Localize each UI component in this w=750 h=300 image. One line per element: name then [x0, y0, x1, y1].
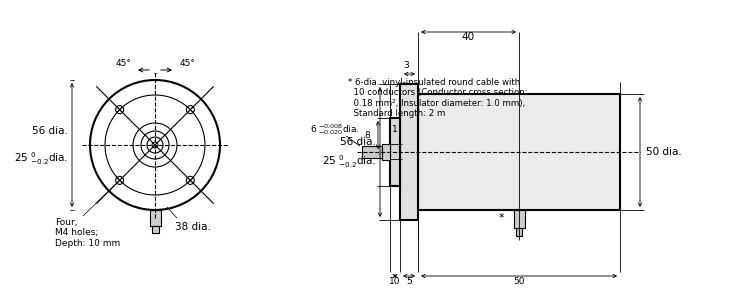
Text: 38 dia.: 38 dia. — [175, 222, 211, 232]
Text: 3: 3 — [403, 61, 409, 70]
Text: 50 dia.: 50 dia. — [646, 147, 682, 157]
Bar — [362, 146, 382, 158]
Text: 40: 40 — [462, 32, 475, 42]
Bar — [400, 84, 418, 220]
Text: 45°: 45° — [115, 59, 131, 68]
Text: 56 dia.: 56 dia. — [340, 137, 376, 147]
Bar — [149, 210, 160, 226]
Text: 6 $^{-0.008}_{-0.020}$dia.: 6 $^{-0.008}_{-0.020}$dia. — [310, 122, 360, 137]
Circle shape — [152, 142, 158, 148]
Text: 8: 8 — [364, 130, 370, 140]
Bar — [514, 210, 524, 228]
Text: 25 $^{0}_{-0.2}$dia.: 25 $^{0}_{-0.2}$dia. — [322, 154, 376, 170]
Text: 25 $^{0}_{-0.2}$dia.: 25 $^{0}_{-0.2}$dia. — [13, 151, 68, 167]
Text: 5: 5 — [406, 277, 412, 286]
Text: 45°: 45° — [179, 59, 195, 68]
Bar — [390, 118, 400, 186]
Bar — [382, 144, 390, 160]
Text: 10: 10 — [389, 277, 400, 286]
Text: 1: 1 — [392, 125, 398, 134]
Bar — [418, 94, 620, 210]
Text: *: * — [498, 213, 504, 223]
Bar — [152, 226, 158, 233]
Text: Four,
M4 holes;
Depth: 10 mm: Four, M4 holes; Depth: 10 mm — [55, 218, 120, 248]
Text: 56 dia.: 56 dia. — [32, 126, 68, 136]
Text: 50: 50 — [513, 277, 525, 286]
Text: * 6-dia. vinyl-insulated round cable with
  10 conductors (Conductor cross secti: * 6-dia. vinyl-insulated round cable wit… — [348, 78, 528, 118]
Bar — [516, 228, 522, 236]
